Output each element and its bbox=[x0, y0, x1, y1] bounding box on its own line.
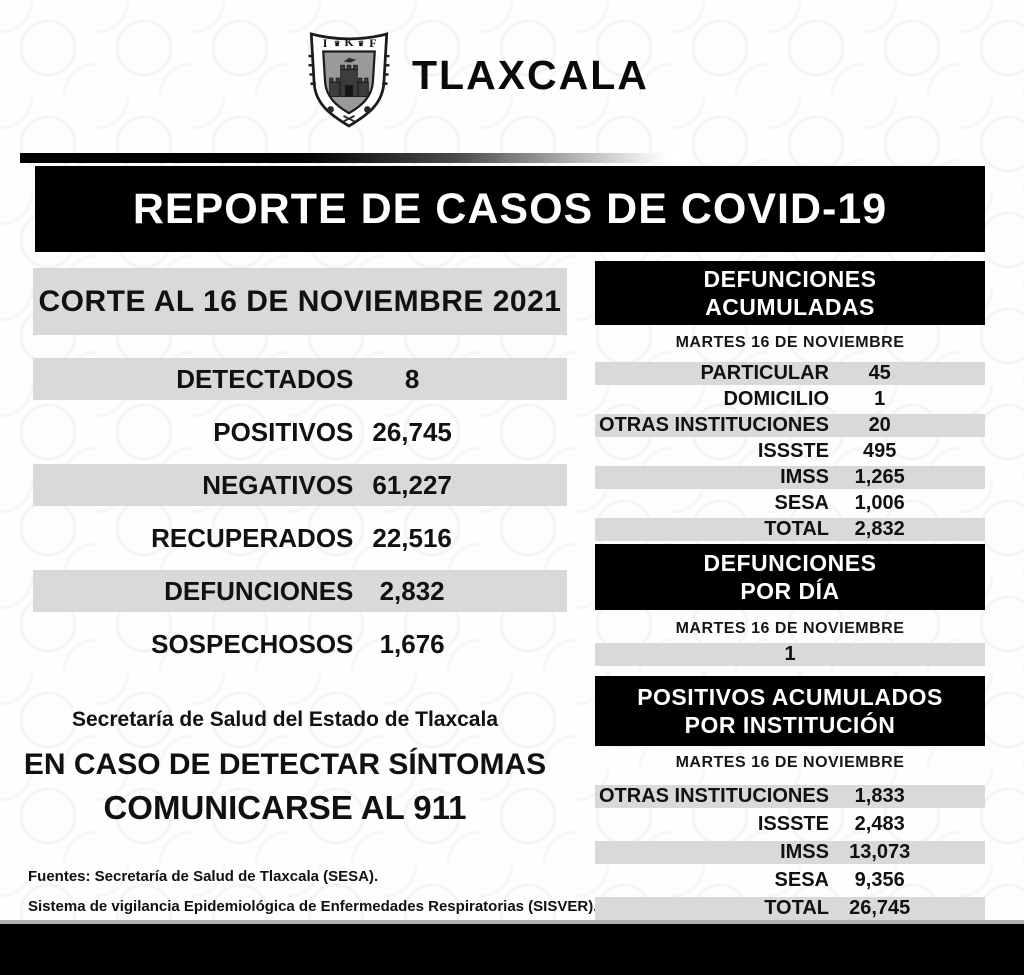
section-deaths-per-day-header: DEFUNCIONES POR DÍA bbox=[595, 544, 985, 610]
section-deaths-per-day-date: MARTES 16 DE NOVIEMBRE bbox=[675, 620, 905, 637]
positives-by-institution-table: OTRAS INSTITUCIONES 1,833 ISSSTE 2,483 I… bbox=[595, 785, 985, 925]
row-value: 495 bbox=[863, 440, 897, 462]
stat-label: POSITIVOS bbox=[213, 416, 354, 447]
report-title-banner: REPORTE DE CASOS DE COVID-19 bbox=[35, 166, 985, 252]
row-value: 26,745 bbox=[849, 897, 911, 919]
svg-text:I: I bbox=[323, 36, 328, 50]
crown-icon: ♛ bbox=[334, 39, 341, 48]
table-row: IMSS 1,265 bbox=[595, 466, 985, 489]
deaths-per-day-table: 1 bbox=[595, 643, 985, 669]
crown-icon: ♛ bbox=[358, 39, 365, 48]
section-title-line: POR DÍA bbox=[740, 578, 840, 604]
advice-line-1: EN CASO DE DETECTAR SÍNTOMAS bbox=[23, 748, 547, 781]
stat-value: 22,516 bbox=[372, 522, 452, 553]
footer-bar bbox=[0, 920, 1024, 975]
section-title-line: DEFUNCIONES bbox=[703, 550, 877, 576]
stat-value: 61,227 bbox=[372, 469, 452, 500]
sources-line-2: Sistema de vigilancia Epidemiológica de … bbox=[28, 898, 598, 915]
sources-block: Fuentes: Secretaría de Salud de Tlaxcala… bbox=[28, 862, 628, 922]
table-row: 1 bbox=[595, 643, 985, 666]
bird-icon bbox=[343, 57, 357, 63]
table-row: PARTICULAR 45 bbox=[595, 362, 985, 385]
section-title-line: POSITIVOS ACUMULADOS bbox=[637, 684, 943, 710]
stat-value: 26,745 bbox=[372, 416, 452, 447]
row-label: OTRAS INSTITUCIONES bbox=[598, 785, 829, 807]
row-label: ISSSTE bbox=[757, 440, 829, 462]
row-value: 2,483 bbox=[854, 813, 905, 835]
table-row: ISSSTE 495 bbox=[595, 440, 985, 463]
cutoff-date-bar: CORTE AL 16 DE NOVIEMBRE 2021 bbox=[33, 268, 567, 335]
stat-label: NEGATIVOS bbox=[202, 469, 354, 500]
row-label: IMSS bbox=[780, 841, 829, 863]
row-value: 9,356 bbox=[854, 869, 905, 891]
stat-value: 1,676 bbox=[379, 628, 445, 659]
castle-icon bbox=[329, 64, 369, 98]
row-value: 1,265 bbox=[854, 466, 905, 488]
stat-label: DETECTADOS bbox=[176, 363, 354, 394]
stat-row: NEGATIVOS 61,227 bbox=[33, 464, 567, 506]
row-value: 1 bbox=[874, 388, 886, 410]
row-label: ISSSTE bbox=[757, 813, 829, 835]
row-label: TOTAL bbox=[764, 518, 829, 540]
sources-line-1: Fuentes: Secretaría de Salud de Tlaxcala… bbox=[28, 868, 379, 885]
tlaxcala-coat-of-arms: I K F ♛ ♛ bbox=[308, 32, 390, 128]
advice-line-2: COMUNICARSE AL 911 bbox=[103, 789, 467, 826]
row-value: 1,006 bbox=[854, 492, 905, 514]
table-row: TOTAL 26,745 bbox=[595, 897, 985, 920]
row-label: IMSS bbox=[780, 466, 829, 488]
section-deaths-accumulated-header: DEFUNCIONES ACUMULADAS bbox=[595, 261, 985, 325]
stat-row: RECUPERADOS 22,516 bbox=[33, 517, 567, 559]
stat-row: DETECTADOS 8 bbox=[33, 358, 567, 400]
svg-text:K: K bbox=[344, 35, 354, 49]
section-positives-by-institution-date: MARTES 16 DE NOVIEMBRE bbox=[675, 754, 905, 771]
report-title: REPORTE DE CASOS DE COVID-19 bbox=[132, 184, 888, 233]
table-row: DOMICILIO 1 bbox=[595, 388, 985, 411]
table-row: TOTAL 2,832 bbox=[595, 518, 985, 541]
row-label: OTRAS INSTITUCIONES bbox=[598, 414, 829, 436]
row-label: SESA bbox=[774, 869, 829, 891]
table-row: OTRAS INSTITUCIONES 1,833 bbox=[595, 785, 985, 808]
table-row: OTRAS INSTITUCIONES 20 bbox=[595, 414, 985, 437]
stat-label: SOSPECHOSOS bbox=[151, 628, 354, 659]
row-label: DOMICILIO bbox=[723, 388, 829, 410]
row-value: 45 bbox=[868, 362, 891, 384]
shield-side-ornaments bbox=[308, 54, 390, 85]
stat-row: POSITIVOS 26,745 bbox=[33, 411, 567, 453]
section-deaths-accumulated-date: MARTES 16 DE NOVIEMBRE bbox=[675, 334, 905, 351]
section-positives-by-institution-header: POSITIVOS ACUMULADOS POR INSTITUCIÓN bbox=[595, 676, 985, 746]
row-label: SESA bbox=[774, 492, 829, 514]
stat-row: SOSPECHOSOS 1,676 bbox=[33, 623, 567, 665]
section-title-line: ACUMULADAS bbox=[705, 294, 875, 320]
stat-label: RECUPERADOS bbox=[151, 522, 354, 553]
stat-value: 8 bbox=[404, 363, 420, 394]
row-value: 1,833 bbox=[854, 785, 905, 807]
main-stats-table: DETECTADOS 8 POSITIVOS 26,745 NEGATIVOS … bbox=[33, 358, 567, 676]
row-value: 1 bbox=[784, 643, 796, 665]
row-value: 2,832 bbox=[854, 518, 905, 540]
svg-text:F: F bbox=[369, 36, 376, 50]
table-row: IMSS 13,073 bbox=[595, 841, 985, 864]
stat-row: DEFUNCIONES 2,832 bbox=[33, 570, 567, 612]
table-row: ISSSTE 2,483 bbox=[595, 813, 985, 836]
stat-label: DEFUNCIONES bbox=[164, 575, 354, 606]
cutoff-date-label: CORTE AL 16 DE NOVIEMBRE 2021 bbox=[38, 284, 562, 318]
agency-name: Secretaría de Salud del Estado de Tlaxca… bbox=[71, 708, 499, 731]
table-row: SESA 1,006 bbox=[595, 492, 985, 515]
section-title-line: DEFUNCIONES bbox=[703, 266, 877, 292]
shield-top-letters: I K F ♛ ♛ bbox=[323, 35, 377, 50]
brand-title: TLAXCALA bbox=[412, 52, 649, 98]
gradient-divider bbox=[20, 153, 687, 163]
row-label: PARTICULAR bbox=[700, 362, 829, 384]
row-label: TOTAL bbox=[764, 897, 829, 919]
shield-bottom-ornaments bbox=[327, 106, 371, 123]
stat-value: 2,832 bbox=[379, 575, 445, 606]
table-row: SESA 9,356 bbox=[595, 869, 985, 892]
section-title-line: POR INSTITUCIÓN bbox=[684, 712, 896, 738]
row-value: 20 bbox=[868, 414, 891, 436]
row-value: 13,073 bbox=[849, 841, 911, 863]
deaths-accumulated-table: PARTICULAR 45 DOMICILIO 1 OTRAS INSTITUC… bbox=[595, 362, 985, 544]
